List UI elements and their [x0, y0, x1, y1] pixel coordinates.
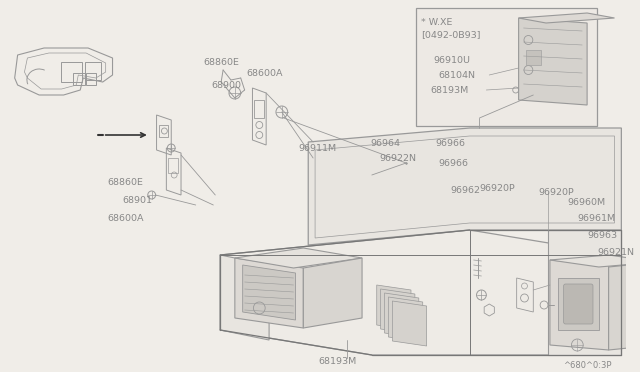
Text: 96910U: 96910U	[433, 55, 470, 64]
Polygon shape	[388, 297, 422, 342]
Text: 68193M: 68193M	[318, 357, 356, 366]
Bar	[74, 73, 85, 85]
Text: 96966: 96966	[438, 158, 468, 167]
Bar	[416, 8, 597, 126]
Bar	[86, 73, 96, 85]
Bar	[168, 158, 178, 173]
Polygon shape	[235, 258, 303, 328]
Polygon shape	[609, 262, 640, 350]
Bar	[527, 50, 541, 65]
Text: 68600A: 68600A	[108, 214, 144, 222]
Polygon shape	[550, 260, 609, 350]
Text: 68900: 68900	[211, 80, 241, 90]
Polygon shape	[308, 128, 621, 245]
Polygon shape	[381, 289, 415, 334]
Polygon shape	[235, 248, 362, 268]
Bar	[85, 62, 100, 80]
Polygon shape	[518, 18, 587, 105]
Text: 68860E: 68860E	[108, 177, 143, 186]
Text: 96966: 96966	[435, 138, 465, 148]
Bar	[61, 62, 82, 82]
Text: ^680^0:3P: ^680^0:3P	[563, 360, 612, 369]
FancyBboxPatch shape	[564, 284, 593, 324]
Text: 96920P: 96920P	[479, 183, 515, 192]
Polygon shape	[220, 230, 621, 355]
Text: 96911M: 96911M	[298, 144, 337, 153]
Polygon shape	[303, 258, 362, 328]
Polygon shape	[220, 255, 269, 340]
Text: 96920P: 96920P	[538, 187, 574, 196]
Text: * W.XE: * W.XE	[420, 17, 452, 26]
Polygon shape	[548, 230, 621, 355]
Text: 68104N: 68104N	[438, 71, 476, 80]
Text: [0492-0B93]: [0492-0B93]	[420, 31, 480, 39]
Text: 96964: 96964	[370, 138, 400, 148]
Text: 68860E: 68860E	[204, 58, 239, 67]
Bar	[255, 100, 264, 118]
Bar	[557, 278, 599, 330]
Polygon shape	[392, 301, 427, 346]
Polygon shape	[518, 13, 614, 23]
Polygon shape	[385, 293, 419, 338]
Text: 96962: 96962	[450, 186, 480, 195]
Text: 96960M: 96960M	[568, 198, 605, 206]
Text: 68901: 68901	[122, 196, 152, 205]
Polygon shape	[550, 255, 640, 267]
Text: 96922N: 96922N	[380, 154, 417, 163]
Polygon shape	[377, 285, 411, 330]
Polygon shape	[243, 265, 296, 320]
Text: 96921N: 96921N	[597, 247, 634, 257]
Text: 96963: 96963	[587, 231, 617, 240]
Bar	[159, 125, 168, 137]
Text: 68193M: 68193M	[431, 86, 468, 94]
Text: 68600A: 68600A	[246, 68, 283, 77]
Text: 96961M: 96961M	[577, 214, 616, 222]
